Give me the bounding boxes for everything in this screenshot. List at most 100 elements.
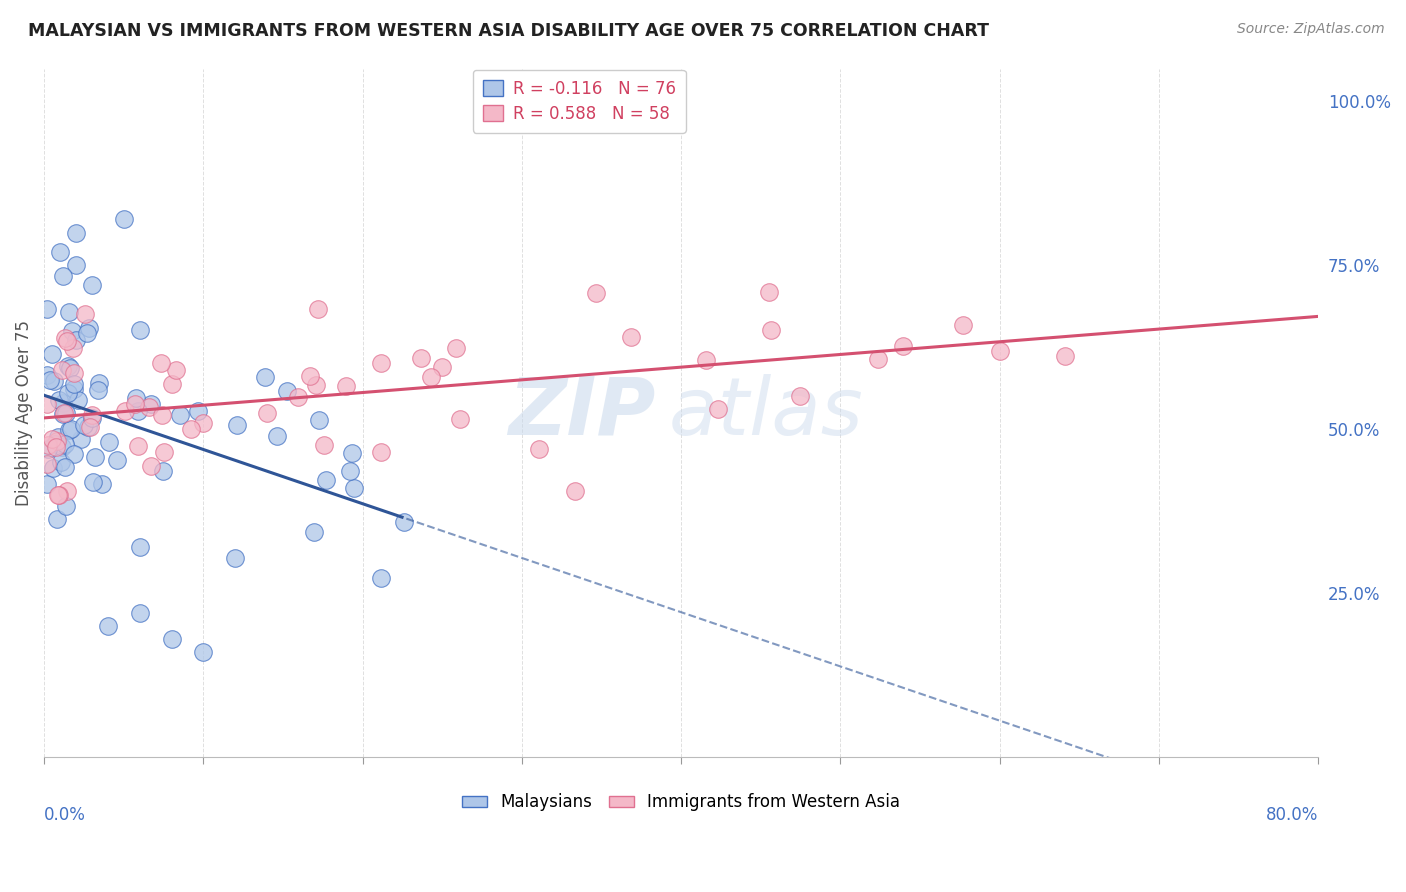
Point [97, 619, 120, 633]
Point [105, 452, 128, 467]
Point [80, 411, 103, 425]
Point [66, 392, 89, 407]
Point [62, 376, 84, 391]
Point [394, 516, 416, 530]
Point [56, 386, 79, 401]
Point [56, 359, 79, 374]
Point [266, 429, 288, 443]
Point [276, 384, 298, 398]
Point [287, 390, 309, 404]
Point [62, 446, 84, 460]
Point [789, 388, 811, 402]
Text: Source: ZipAtlas.com: Source: ZipAtlas.com [1237, 22, 1385, 37]
Point [51, 362, 73, 376]
Point [891, 339, 914, 353]
Point [430, 360, 453, 375]
Point [63, 366, 86, 380]
Point [49, 245, 72, 260]
Point [37, 476, 59, 491]
Point [48, 488, 70, 502]
Point [128, 541, 150, 555]
Point [127, 404, 149, 418]
Point [37, 397, 59, 411]
Point [411, 351, 433, 365]
Point [112, 212, 135, 227]
Text: ZIP: ZIP [509, 374, 655, 452]
Point [339, 464, 361, 478]
Point [302, 525, 325, 540]
Point [314, 438, 336, 452]
Point [299, 368, 322, 383]
Point [42, 461, 65, 475]
Point [620, 330, 643, 344]
Point [153, 445, 176, 459]
Point [55, 460, 77, 475]
Point [56, 483, 79, 498]
Point [41, 432, 63, 446]
Point [45, 440, 67, 454]
Point [138, 400, 160, 414]
Point [65, 226, 87, 240]
Point [315, 473, 337, 487]
Point [585, 286, 607, 301]
Point [62, 341, 84, 355]
Point [128, 606, 150, 620]
Point [91, 477, 114, 491]
Point [44, 436, 66, 450]
Point [41, 347, 63, 361]
Point [58, 305, 80, 319]
Point [52, 269, 75, 284]
Point [186, 404, 208, 418]
Point [79, 420, 101, 434]
Point [46, 512, 69, 526]
Text: atlas: atlas [668, 374, 863, 452]
Point [114, 404, 136, 418]
Point [191, 416, 214, 430]
Point [335, 378, 357, 392]
Point [139, 459, 162, 474]
Point [60, 324, 83, 338]
Point [564, 484, 586, 499]
Point [758, 285, 780, 299]
Point [69, 432, 91, 446]
Point [225, 417, 247, 432]
Point [46, 430, 69, 444]
Y-axis label: Disability Age Over 75: Disability Age Over 75 [15, 320, 32, 506]
Point [65, 334, 87, 348]
Point [37, 437, 59, 451]
Point [37, 457, 59, 471]
Point [37, 442, 59, 456]
Point [124, 397, 146, 411]
Point [160, 632, 183, 647]
Point [55, 499, 77, 513]
Point [419, 369, 441, 384]
Point [55, 406, 77, 420]
Point [87, 383, 110, 397]
Point [45, 434, 67, 448]
Point [51, 440, 73, 454]
Point [224, 551, 246, 566]
Point [89, 376, 111, 390]
Point [254, 370, 277, 384]
Text: MALAYSIAN VS IMMIGRANTS FROM WESTERN ASIA DISABILITY AGE OVER 75 CORRELATION CHA: MALAYSIAN VS IMMIGRANTS FROM WESTERN ASI… [28, 22, 988, 40]
Point [169, 409, 191, 423]
Point [82, 408, 104, 422]
Point [82, 475, 104, 490]
Point [76, 326, 98, 340]
Point [53, 436, 76, 450]
Point [48, 392, 70, 407]
Point [37, 368, 59, 382]
Point [988, 343, 1011, 358]
Point [53, 330, 76, 344]
Point [59, 361, 82, 376]
Point [695, 352, 717, 367]
Text: 80.0%: 80.0% [1265, 805, 1319, 823]
Point [449, 411, 471, 425]
Point [65, 258, 87, 272]
Point [952, 318, 974, 333]
Point [128, 323, 150, 337]
Point [308, 413, 330, 427]
Point [527, 442, 550, 457]
Point [51, 407, 73, 421]
Point [180, 422, 202, 436]
